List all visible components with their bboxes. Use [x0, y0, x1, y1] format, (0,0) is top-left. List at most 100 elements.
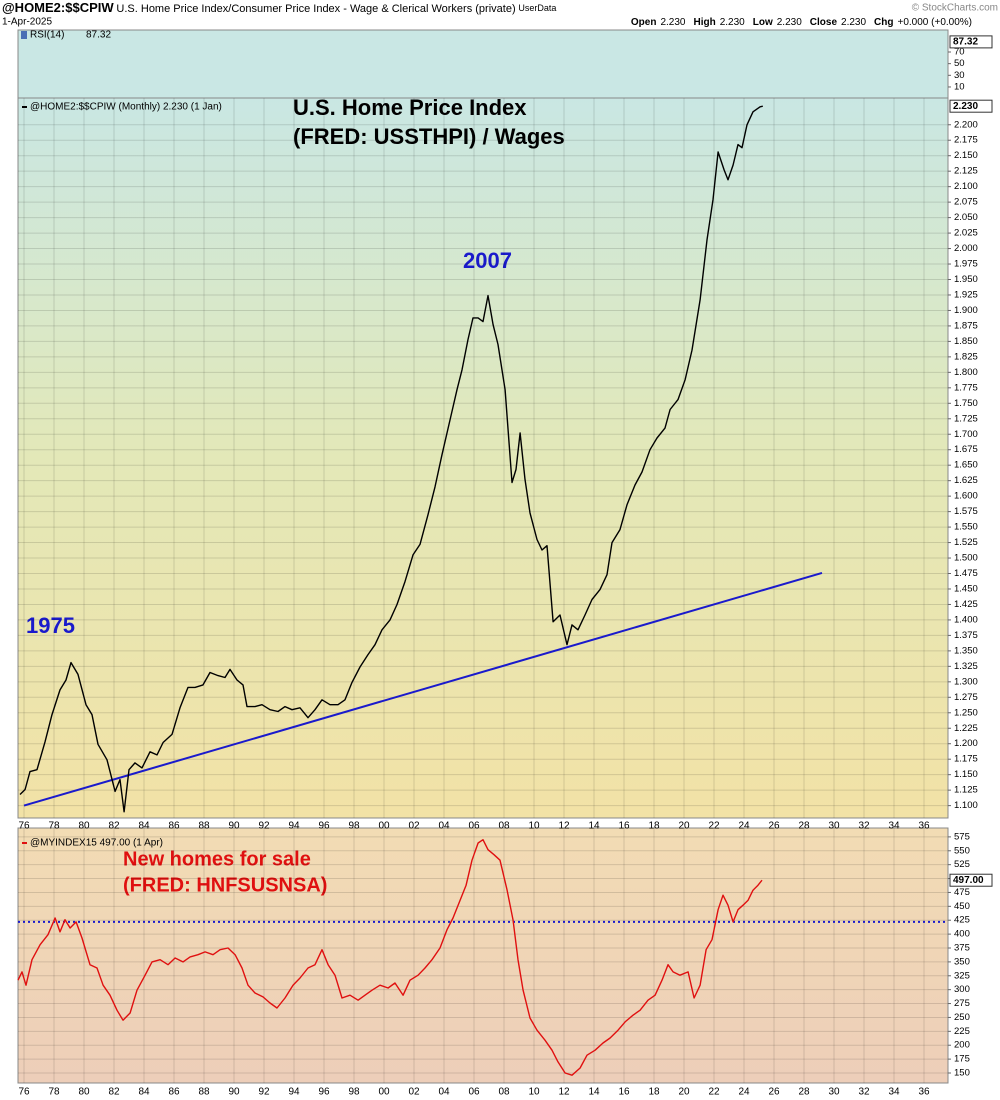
- y-tick-label: 175: [954, 1054, 970, 1065]
- x-tick-label: 94: [288, 821, 300, 832]
- y-tick-label: 1.850: [954, 336, 978, 347]
- x-tick-label: 98: [348, 821, 360, 832]
- x-tick-label: 88: [198, 821, 210, 832]
- last-value-label: 87.32: [953, 37, 978, 48]
- y-tick-label: 1.775: [954, 382, 978, 393]
- x-tick-label: 30: [828, 1087, 840, 1098]
- last-value-tag: [949, 35, 993, 49]
- series-line: [19, 105, 763, 813]
- y-tick-label: 1.650: [954, 460, 978, 471]
- y-tick-label: 200: [954, 1040, 970, 1051]
- x-tick-label: 18: [648, 1087, 660, 1098]
- x-tick-label: 80: [78, 1087, 90, 1098]
- x-tick-label: 28: [798, 821, 810, 832]
- annotation: (FRED: HNFSUSNSA): [123, 874, 327, 896]
- x-tick-label: 26: [768, 1087, 780, 1098]
- symbol: @HOME2:$$CPIW: [2, 0, 114, 15]
- x-tick-label: 96: [318, 1087, 330, 1098]
- y-tick-label: 1.275: [954, 692, 978, 703]
- x-tick-label: 30: [828, 821, 840, 832]
- main-panel: [17, 97, 949, 819]
- y-tick-label: 475: [954, 887, 970, 898]
- y-tick-label: 150: [954, 1068, 970, 1079]
- x-tick-label: 02: [408, 1087, 420, 1098]
- x-tick-label: 78: [48, 821, 60, 832]
- last-value-label: 2.230: [953, 101, 978, 112]
- y-tick-label: 300: [954, 984, 970, 995]
- x-tick-label: 24: [738, 821, 750, 832]
- y-tick-label: 1.750: [954, 398, 978, 409]
- x-tick-label: 36: [918, 1087, 930, 1098]
- x-tick-label: 94: [288, 1087, 300, 1098]
- y-tick-label: 225: [954, 1026, 970, 1037]
- x-tick-label: 32: [858, 821, 870, 832]
- quote-value: 2.230: [660, 17, 685, 28]
- x-tick-label: 00: [378, 1087, 390, 1098]
- y-tick-label: 550: [954, 845, 970, 856]
- y-tick-label: 1.800: [954, 367, 978, 378]
- y-tick-label: 1.375: [954, 630, 978, 641]
- x-tick-label: 06: [468, 1087, 480, 1098]
- x-tick-label: 98: [348, 1087, 360, 1098]
- y-tick-label: 2.125: [954, 166, 978, 177]
- x-tick-label: 20: [678, 1087, 690, 1098]
- quote-label: Close: [810, 17, 838, 28]
- y-tick-label: 70: [954, 47, 965, 58]
- x-tick-label: 82: [108, 821, 120, 832]
- x-tick-label: 82: [108, 1087, 120, 1098]
- x-tick-label: 16: [618, 1087, 630, 1098]
- quote-value: 2.230: [777, 17, 802, 28]
- x-tick-label: 32: [858, 1087, 870, 1098]
- x-tick-label: 90: [228, 821, 240, 832]
- lower-panel: [17, 827, 949, 1084]
- x-tick-label: 04: [438, 821, 450, 832]
- last-value-tag: [949, 99, 993, 113]
- x-tick-label: 84: [138, 1087, 150, 1098]
- x-tick-label: 14: [588, 821, 600, 832]
- y-tick-label: 1.125: [954, 785, 978, 796]
- y-tick-label: 2.025: [954, 228, 978, 239]
- trend-line: [23, 571, 823, 807]
- annotation: 1975: [26, 613, 75, 638]
- legend-label: RSI(14): [30, 30, 64, 41]
- y-tick-label: 450: [954, 901, 970, 912]
- y-tick-label: 1.625: [954, 475, 978, 486]
- description: U.S. Home Price Index/Consumer Price Ind…: [116, 3, 515, 15]
- y-tick-label: 1.825: [954, 351, 978, 362]
- x-tick-label: 88: [198, 1087, 210, 1098]
- quote-label: Low: [753, 17, 773, 28]
- x-tick-label: 76: [18, 821, 30, 832]
- y-tick-label: 1.975: [954, 259, 978, 270]
- x-tick-label: 86: [168, 821, 180, 832]
- y-tick-label: 1.150: [954, 769, 978, 780]
- y-tick-label: 1.600: [954, 491, 978, 502]
- y-tick-label: 1.450: [954, 583, 978, 594]
- y-tick-label: 275: [954, 998, 970, 1009]
- y-tick-label: 1.550: [954, 522, 978, 533]
- date: 1-Apr-2025: [2, 17, 52, 28]
- last-value-tag: [949, 873, 993, 887]
- y-tick-label: 325: [954, 970, 970, 981]
- legend-icon: [21, 31, 27, 39]
- y-tick-label: 1.525: [954, 537, 978, 548]
- x-tick-label: 10: [528, 821, 540, 832]
- y-tick-label: 1.700: [954, 429, 978, 440]
- x-tick-label: 86: [168, 1087, 180, 1098]
- legend-label: @MYINDEX15 497.00 (1 Apr): [30, 838, 163, 849]
- quote: Open 2.230 High 2.230 Low 2.230 Close 2.230 Chg +…: [631, 17, 972, 28]
- y-tick-label: 250: [954, 1012, 970, 1023]
- x-tick-label: 90: [228, 1087, 240, 1098]
- rsi-panel: [17, 29, 949, 99]
- x-tick-label: 04: [438, 1087, 450, 1098]
- x-tick-label: 26: [768, 821, 780, 832]
- x-tick-label: 76: [18, 1087, 30, 1098]
- x-tick-label: 22: [708, 1087, 720, 1098]
- last-value-label: 497.00: [953, 875, 984, 886]
- y-tick-label: 1.250: [954, 707, 978, 718]
- x-tick-label: 12: [558, 1087, 570, 1098]
- x-tick-label: 34: [888, 1087, 900, 1098]
- copyright: © StockCharts.com: [912, 3, 998, 14]
- y-tick-label: 2.050: [954, 212, 978, 223]
- y-tick-label: 2.175: [954, 135, 978, 146]
- y-tick-label: 1.475: [954, 568, 978, 579]
